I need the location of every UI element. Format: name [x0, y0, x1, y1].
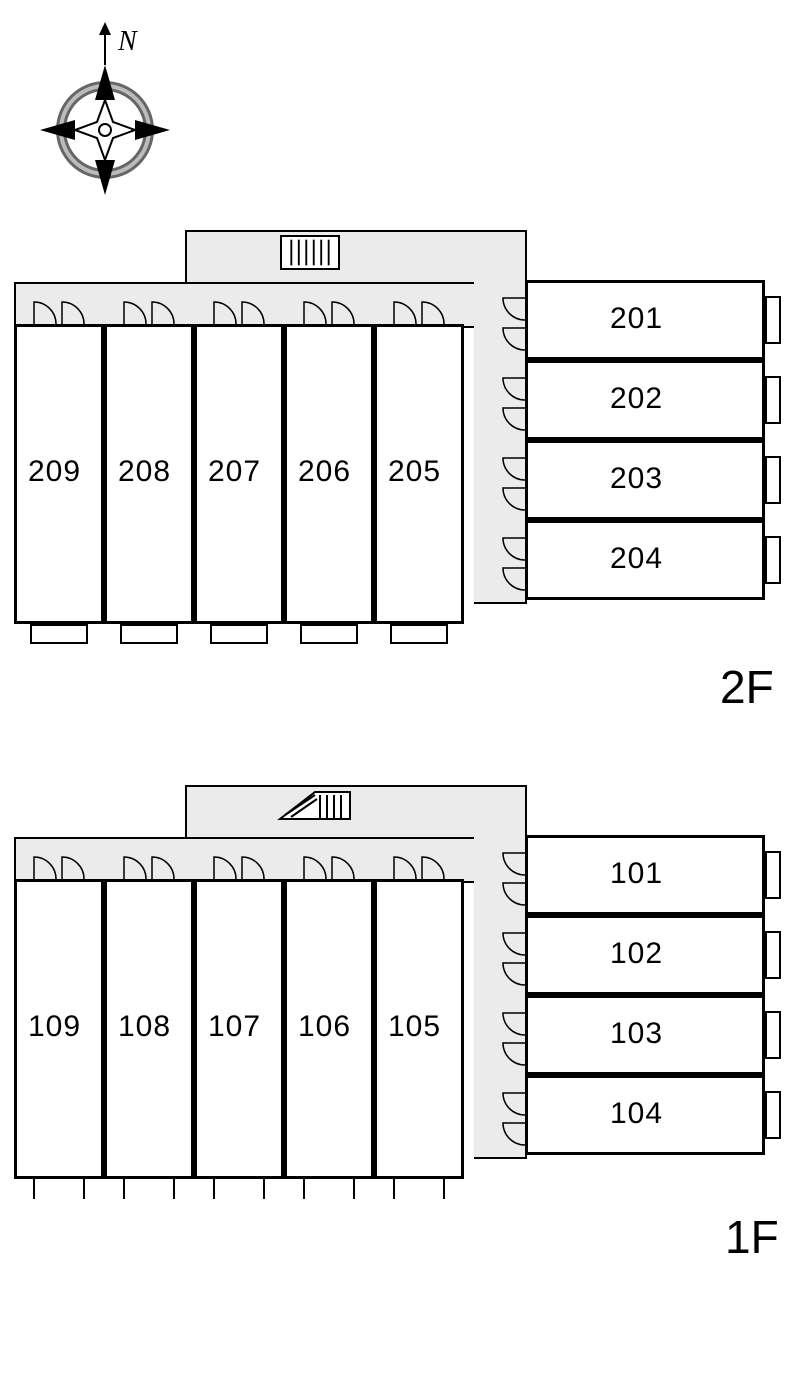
compass-n-label: N — [117, 26, 138, 57]
label-205: 205 — [388, 455, 441, 489]
label-108: 108 — [118, 1010, 171, 1044]
floor-1f: 109 108 107 106 105 101 102 103 — [0, 815, 800, 1265]
doors-horizontal-1f — [485, 835, 525, 1175]
label-101: 101 — [610, 857, 663, 891]
label-109: 109 — [28, 1010, 81, 1044]
balcony-202 — [765, 376, 781, 424]
floor-2f: 209 208 207 206 205 201 202 — [0, 260, 800, 710]
balcony-208 — [120, 624, 178, 644]
label-201: 201 — [610, 302, 663, 336]
label-106: 106 — [298, 1010, 351, 1044]
compass-rose-icon: N — [30, 10, 180, 215]
label-207: 207 — [208, 455, 261, 489]
floor-label-2f: 2F — [720, 660, 774, 714]
window-lines-1f — [14, 1179, 474, 1209]
label-208: 208 — [118, 455, 171, 489]
balcony-104 — [765, 1091, 781, 1139]
balcony-201 — [765, 296, 781, 344]
label-204: 204 — [610, 542, 663, 576]
label-102: 102 — [610, 937, 663, 971]
label-103: 103 — [610, 1017, 663, 1051]
balcony-206 — [300, 624, 358, 644]
label-104: 104 — [610, 1097, 663, 1131]
balcony-102 — [765, 931, 781, 979]
label-206: 206 — [298, 455, 351, 489]
stairs-icon-1f — [275, 787, 355, 825]
balcony-103 — [765, 1011, 781, 1059]
balcony-203 — [765, 456, 781, 504]
label-105: 105 — [388, 1010, 441, 1044]
label-107: 107 — [208, 1010, 261, 1044]
floor-plan-canvas: N 209 208 207 206 2 — [0, 0, 800, 1373]
label-203: 203 — [610, 462, 663, 496]
label-202: 202 — [610, 382, 663, 416]
balcony-205 — [390, 624, 448, 644]
balcony-204 — [765, 536, 781, 584]
stairs-icon-2f — [280, 235, 340, 270]
balcony-101 — [765, 851, 781, 899]
label-209: 209 — [28, 455, 81, 489]
balcony-207 — [210, 624, 268, 644]
floor-label-1f: 1F — [725, 1210, 779, 1264]
doors-vertical-2f — [14, 290, 474, 326]
doors-vertical-1f — [14, 845, 474, 881]
doors-horizontal-2f — [485, 280, 525, 620]
balcony-209 — [30, 624, 88, 644]
